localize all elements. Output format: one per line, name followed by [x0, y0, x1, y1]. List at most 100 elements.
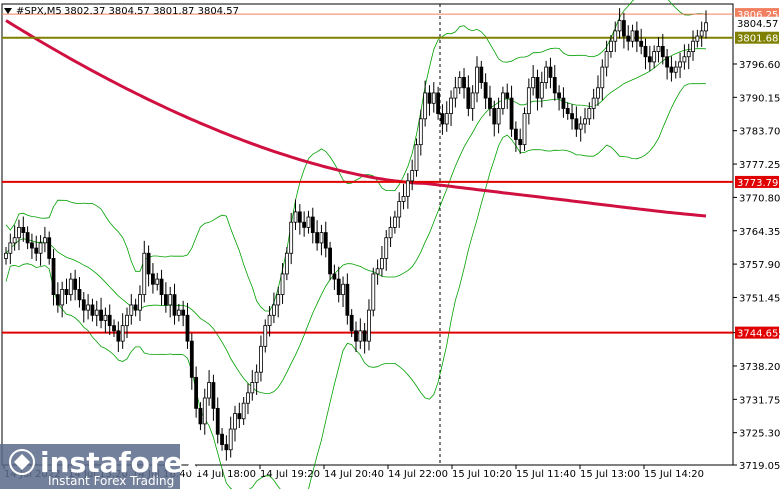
- candle-body: [168, 294, 173, 306]
- candle-body: [380, 258, 384, 270]
- candle-body: [384, 237, 389, 259]
- candle-body: [557, 92, 561, 99]
- candle-body: [73, 278, 78, 290]
- candle-body: [349, 314, 354, 332]
- logo-brand: instaforex: [40, 446, 201, 479]
- candle-body: [163, 294, 168, 306]
- candle-body: [159, 278, 164, 296]
- candle-body: [86, 304, 90, 311]
- candle-body: [207, 382, 211, 399]
- candle-body: [617, 20, 622, 32]
- ohlc-label: 3802.37 3804.57 3801.87 3804.57: [64, 6, 239, 17]
- candle-body: [254, 371, 259, 383]
- candle-body: [578, 123, 583, 130]
- candle-body: [306, 216, 311, 228]
- candle-body: [172, 294, 177, 316]
- candle-body: [310, 216, 315, 233]
- candle-body: [151, 273, 155, 285]
- candle-body: [604, 51, 609, 68]
- candle-body: [479, 66, 484, 84]
- candle-body: [42, 237, 47, 244]
- candle-body: [250, 382, 255, 394]
- candle-body: [449, 97, 453, 115]
- x-tick-label: 15 Jul 11:40: [516, 469, 576, 480]
- x-tick-label: 14 Jul 18:00: [196, 469, 256, 480]
- candle-body: [682, 56, 687, 63]
- candle-body: [47, 237, 52, 259]
- candle-body: [276, 294, 281, 306]
- candle-body: [284, 252, 289, 275]
- candle-body: [652, 51, 657, 63]
- y-tick-label: 3796.60: [739, 60, 780, 71]
- candle-body: [401, 195, 406, 202]
- candle-body: [596, 87, 600, 99]
- candle-body: [634, 30, 639, 42]
- candle-body: [475, 66, 479, 94]
- candle-body: [587, 108, 592, 120]
- symbol-label: #SPX,M5: [16, 6, 62, 17]
- candle-body: [133, 304, 138, 311]
- x-tick-label: 15 Jul 13:00: [580, 469, 640, 480]
- candle-body: [21, 226, 26, 233]
- level-badge-level-mid-bg: [735, 175, 779, 188]
- candle-body: [259, 345, 263, 373]
- candle-body: [120, 325, 125, 342]
- y-tick-label: 3783.70: [739, 127, 780, 138]
- candle-body: [673, 66, 678, 73]
- candle-body: [453, 87, 458, 99]
- candle-body: [336, 278, 341, 296]
- candle-body: [60, 289, 65, 306]
- y-tick-label: 3751.45: [739, 293, 780, 304]
- level-badge-level-mid-label: 3773.79: [737, 178, 778, 189]
- candle-body: [315, 232, 320, 244]
- candle-body: [272, 304, 276, 316]
- candle-body: [626, 35, 631, 42]
- candle-body: [561, 97, 566, 109]
- candle-body: [181, 309, 186, 316]
- candle-body: [488, 97, 492, 109]
- candle-body: [107, 314, 112, 327]
- candle-body: [64, 289, 69, 296]
- candle-body: [341, 283, 345, 296]
- level-badge-resistance-label: 3801.68: [737, 34, 778, 45]
- candle-body: [492, 108, 497, 125]
- logo: instaforex Instant Forex Trading: [0, 444, 201, 489]
- candle-body: [280, 273, 285, 296]
- candle-body: [189, 340, 194, 378]
- candle-body: [686, 51, 691, 58]
- candle-body: [466, 87, 471, 109]
- candle-body: [496, 108, 501, 125]
- candle-body: [241, 402, 246, 420]
- candle-body: [539, 82, 544, 99]
- candle-body: [237, 413, 242, 420]
- chevron-down-icon[interactable]: [4, 8, 12, 14]
- x-tick-label: 14 Jul 20:40: [324, 469, 384, 480]
- candle-body: [77, 289, 82, 301]
- bollinger-upper: [5, 0, 707, 312]
- candle-body: [94, 309, 99, 316]
- candle-body: [600, 66, 605, 89]
- candle-body: [397, 201, 402, 218]
- y-tick-label: 3738.20: [739, 362, 780, 373]
- candle-body: [513, 128, 518, 140]
- chart-header: #SPX,M5 3802.37 3804.57 3801.87 3804.57: [4, 6, 239, 17]
- candle-body: [388, 226, 393, 239]
- candle-body: [17, 226, 21, 239]
- candle-body: [470, 92, 475, 109]
- candle-body: [4, 252, 8, 259]
- candle-body: [81, 299, 86, 311]
- candle-body: [457, 77, 462, 89]
- y-tick-label: 3757.90: [739, 260, 780, 271]
- candle-body: [639, 40, 644, 47]
- y-tick-label: 3719.05: [739, 461, 780, 472]
- candle-body: [30, 242, 34, 249]
- candle-body: [155, 278, 160, 285]
- y-tick-label: 3777.25: [739, 160, 780, 171]
- candle-body: [55, 294, 60, 306]
- ask-badge-label: 3806.25: [737, 10, 778, 21]
- candle-body: [228, 428, 233, 451]
- candle-body: [129, 304, 134, 316]
- candle-body: [583, 118, 587, 125]
